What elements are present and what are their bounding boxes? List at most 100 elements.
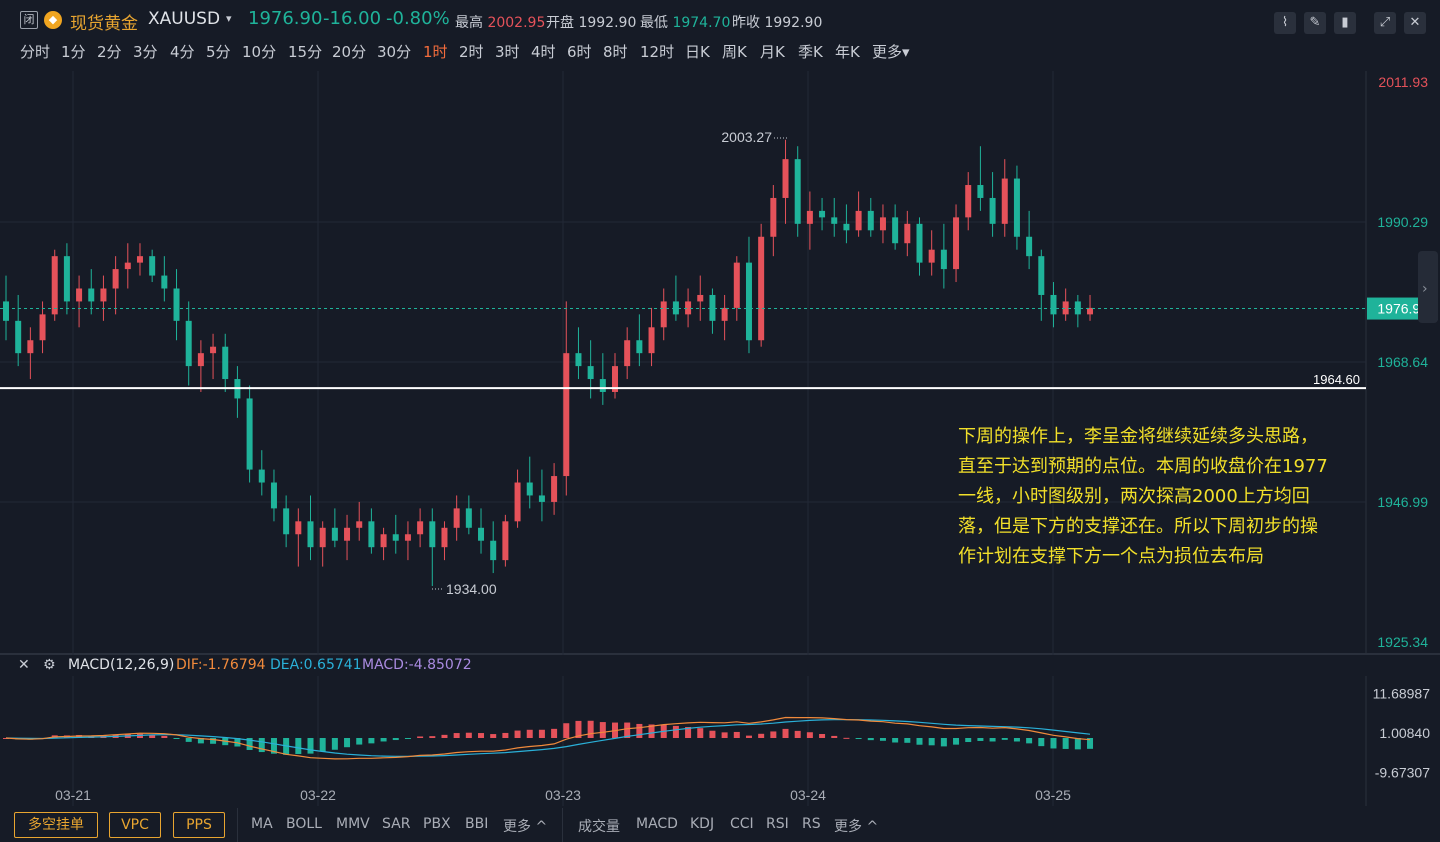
chart-type-icon[interactable]: ⌇ <box>1274 12 1296 34</box>
macd-histogram-bar <box>965 738 972 743</box>
macd-histogram-bar <box>953 738 960 745</box>
period-tab[interactable]: 更多▾ <box>872 43 910 61</box>
period-tab[interactable]: 4时 <box>531 43 556 61</box>
long-short-orders-button[interactable]: 多空挂单 <box>14 812 98 838</box>
stat-high-label: 最高 <box>455 15 483 31</box>
macd-histogram-bar <box>173 738 180 739</box>
stat-high: 最高 2002.95 <box>455 12 545 32</box>
macd-histogram-bar <box>624 722 631 738</box>
macd-settings-icon[interactable]: ⚙ <box>43 657 56 673</box>
macd-close-icon[interactable]: ✕ <box>18 657 30 673</box>
macd-histogram-bar <box>685 727 692 738</box>
gold-coin-icon: ◆ <box>44 11 62 29</box>
symbol-dropdown-icon[interactable]: ▾ <box>226 12 232 25</box>
price-axis-label: 1990.29 <box>1377 214 1428 230</box>
macd-dea: DEA:0.65741 <box>270 657 362 673</box>
sub-indicator-tab[interactable]: RS <box>802 816 821 832</box>
symbol-header: 闭 ◆ 现货黄金 XAUUSD ▾ 1976.90 -16.00 -0.80% … <box>0 0 1440 40</box>
candle <box>1050 282 1057 328</box>
candlestick-chart[interactable]: 2011.93 1990.29 1968.64 1946.99 1925.34 1976.… <box>0 71 1440 655</box>
candle <box>210 333 217 380</box>
last-price-tag-text: 1976.90 <box>1377 301 1428 317</box>
vpc-button[interactable]: VPC <box>109 812 161 838</box>
macd-histogram-bar <box>246 738 253 750</box>
candle <box>855 191 862 237</box>
period-tab[interactable]: 4分 <box>170 43 195 61</box>
candle <box>502 514 509 567</box>
period-tab[interactable]: 5分 <box>206 43 231 61</box>
macd-histogram-bar <box>380 738 387 742</box>
draw-pen-icon[interactable]: ✎ <box>1304 12 1326 34</box>
period-tab[interactable]: 1时 <box>423 43 448 61</box>
candle-style-icon[interactable]: ▮ <box>1334 12 1356 34</box>
period-tab[interactable]: 年K <box>835 43 860 61</box>
macd-histogram-bar <box>490 734 497 738</box>
macd-histogram-bar <box>538 729 545 738</box>
period-tab[interactable]: 2时 <box>459 43 484 61</box>
sub-indicator-tab[interactable]: 更多 ^ <box>834 819 879 835</box>
symbol-code[interactable]: XAUUSD <box>148 9 221 29</box>
sub-indicator-tab[interactable]: RSI <box>766 816 789 832</box>
period-tab[interactable]: 1分 <box>61 43 86 61</box>
period-tab[interactable]: 20分 <box>332 43 367 61</box>
candle <box>100 275 107 321</box>
sub-indicator-tab[interactable]: KDJ <box>690 816 715 832</box>
stat-prev-close: 昨收 1992.90 <box>732 12 822 32</box>
sub-indicator-tab[interactable]: 成交量 <box>578 819 620 835</box>
period-tab[interactable]: 10分 <box>242 43 277 61</box>
main-indicator-tab[interactable]: BBI <box>465 816 489 832</box>
candle <box>490 521 497 574</box>
macd-histogram-bar <box>587 720 594 738</box>
candle <box>685 288 692 328</box>
chevron-right-icon: › <box>1422 281 1428 297</box>
main-indicator-tab[interactable]: MA <box>251 816 273 832</box>
period-tab[interactable]: 30分 <box>377 43 412 61</box>
candle <box>136 243 143 276</box>
macd-histogram-bar <box>526 729 533 738</box>
close-icon[interactable]: ✕ <box>1404 12 1426 34</box>
candle <box>745 236 752 354</box>
sub-indicator-tab[interactable]: MACD <box>636 816 678 832</box>
main-indicator-tab[interactable]: 更多 ^ <box>503 819 548 835</box>
fullscreen-icon[interactable]: ⤢ <box>1374 12 1396 34</box>
candle <box>39 301 46 354</box>
macd-axis-label: 1.00840 <box>1379 725 1430 741</box>
period-tab[interactable]: 周K <box>722 43 747 61</box>
period-tab[interactable]: 8时 <box>603 43 628 61</box>
macd-histogram-bar <box>721 732 728 738</box>
candle <box>380 527 387 561</box>
main-indicator-tab[interactable]: MMV <box>336 816 370 832</box>
macd-chart[interactable]: 11.68987 1.00840 -9.67307 03-21 03-22 03-23 03… <box>0 676 1440 806</box>
period-tab[interactable]: 3分 <box>133 43 158 61</box>
period-tab[interactable]: 6时 <box>567 43 592 61</box>
stat-low-label: 最低 <box>640 15 668 31</box>
period-tab[interactable]: 分时 <box>20 43 51 61</box>
stat-prev-close-value: 1992.90 <box>764 15 823 31</box>
symbol-name[interactable]: 现货黄金 <box>70 14 138 34</box>
macd-histogram-bar <box>478 733 485 738</box>
period-tab[interactable]: 2分 <box>97 43 122 61</box>
pps-button[interactable]: PPS <box>173 812 225 838</box>
macd-histogram-bar <box>465 732 472 738</box>
period-tab[interactable]: 季K <box>798 43 823 61</box>
candle <box>526 456 533 509</box>
period-tab[interactable]: 日K <box>685 43 710 61</box>
macd-title: MACD(12,26,9) <box>68 657 175 673</box>
macd-histogram-bar <box>709 730 716 738</box>
macd-histogram-bar <box>551 728 558 738</box>
macd-dif: DIF:-1.76794 <box>176 657 266 673</box>
period-tab[interactable]: 3时 <box>495 43 520 61</box>
dif-line <box>5 716 1091 760</box>
period-tab[interactable]: 12时 <box>640 43 675 61</box>
macd-background <box>0 676 1366 806</box>
period-tab[interactable]: 15分 <box>288 43 323 61</box>
period-tab[interactable]: 月K <box>760 43 785 61</box>
main-indicator-tab[interactable]: PBX <box>423 816 451 832</box>
candle <box>989 172 996 237</box>
main-indicator-tab[interactable]: SAR <box>382 816 411 832</box>
candle <box>636 314 643 367</box>
sub-indicator-tab[interactable]: CCI <box>730 816 754 832</box>
main-indicator-tab[interactable]: BOLL <box>286 816 322 832</box>
candle <box>794 146 801 237</box>
stat-low: 最低 1974.70 <box>640 12 730 32</box>
